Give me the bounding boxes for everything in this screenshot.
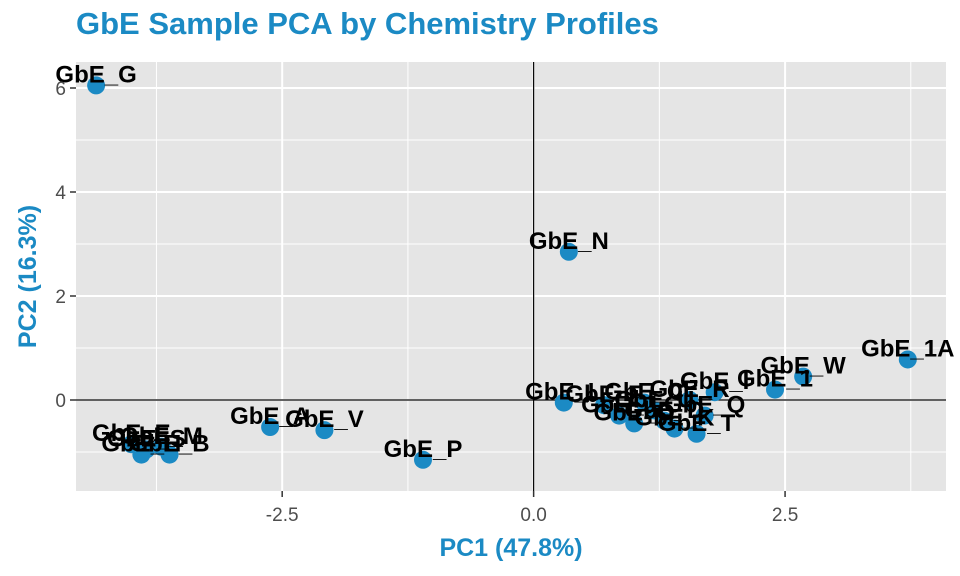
point-label: GbE_B xyxy=(130,431,210,458)
point-label: GbE_L xyxy=(525,379,602,406)
x-axis-ticks: -2.5 0.0 2.5 xyxy=(266,491,798,526)
point-label: GbE_U xyxy=(614,386,694,413)
data-point xyxy=(625,414,644,433)
point-label: GbE_1 xyxy=(737,366,813,393)
data-point xyxy=(137,440,156,459)
point-label: GbE_A xyxy=(230,403,310,430)
x-tick-label: 0.0 xyxy=(520,505,546,526)
y-tick-label: 2 xyxy=(55,287,66,308)
grid-minor xyxy=(76,62,946,491)
point-label: GbE_T xyxy=(658,410,736,437)
data-points xyxy=(87,76,917,469)
zero-lines xyxy=(76,62,946,491)
data-point xyxy=(554,393,573,412)
y-tick-label: 6 xyxy=(55,79,66,100)
y-axis-title: PC2 (16.3%) xyxy=(14,205,42,348)
point-label: GbE_F xyxy=(565,381,642,408)
data-point xyxy=(766,380,785,399)
point-label: GbE_R xyxy=(650,376,730,403)
data-point xyxy=(595,396,614,415)
data-point xyxy=(87,76,106,95)
data-point xyxy=(665,419,684,438)
chart-title: GbE Sample PCA by Chemistry Profiles xyxy=(76,6,659,41)
point-label: GbE_1A xyxy=(861,335,954,362)
data-point xyxy=(122,435,141,454)
x-tick-label: 2.5 xyxy=(772,505,798,526)
data-point xyxy=(898,350,917,369)
point-label: GbE_G xyxy=(55,61,136,88)
data-point xyxy=(687,424,706,443)
point-label: GbE_P xyxy=(384,436,463,463)
y-axis-ticks: 0 2 4 6 xyxy=(55,79,76,412)
data-point xyxy=(645,401,664,420)
point-label: GbE_W xyxy=(761,353,847,380)
data-point xyxy=(152,437,171,456)
data-point xyxy=(261,418,280,437)
x-tick-label: -2.5 xyxy=(266,505,299,526)
data-point xyxy=(705,383,724,402)
x-axis-title: PC1 (47.8%) xyxy=(439,534,582,562)
data-point xyxy=(794,367,813,386)
point-label: GbE_O xyxy=(594,399,675,426)
point-label: GbE_C xyxy=(604,379,684,406)
point-label: GbE_J xyxy=(581,392,657,419)
y-tick-label: 4 xyxy=(55,183,66,204)
data-point xyxy=(610,406,629,425)
data-point xyxy=(695,406,714,425)
point-label: GbE_H xyxy=(101,431,181,458)
data-point xyxy=(559,242,578,261)
point-label: GbE_K xyxy=(634,405,715,432)
point-label: GbE_M xyxy=(120,423,203,450)
point-label: GbE_E xyxy=(92,420,171,447)
data-point xyxy=(680,391,699,409)
point-labels: GbE_GGbE_NGbE_1AGbE_WGbE_1GbE_TGbE_QGbE_… xyxy=(55,61,954,462)
data-point xyxy=(413,450,432,469)
data-point xyxy=(315,421,334,440)
point-label: GbE_V xyxy=(285,406,364,433)
plot-panel xyxy=(76,62,946,491)
y-tick-label: 0 xyxy=(55,391,66,412)
point-label: GbE_I xyxy=(680,368,749,395)
point-label: GbE_Q xyxy=(664,392,745,419)
point-label: GbE_S xyxy=(107,425,186,452)
point-label: GbE_N xyxy=(529,228,609,255)
point-label: GbE_D xyxy=(624,397,704,424)
